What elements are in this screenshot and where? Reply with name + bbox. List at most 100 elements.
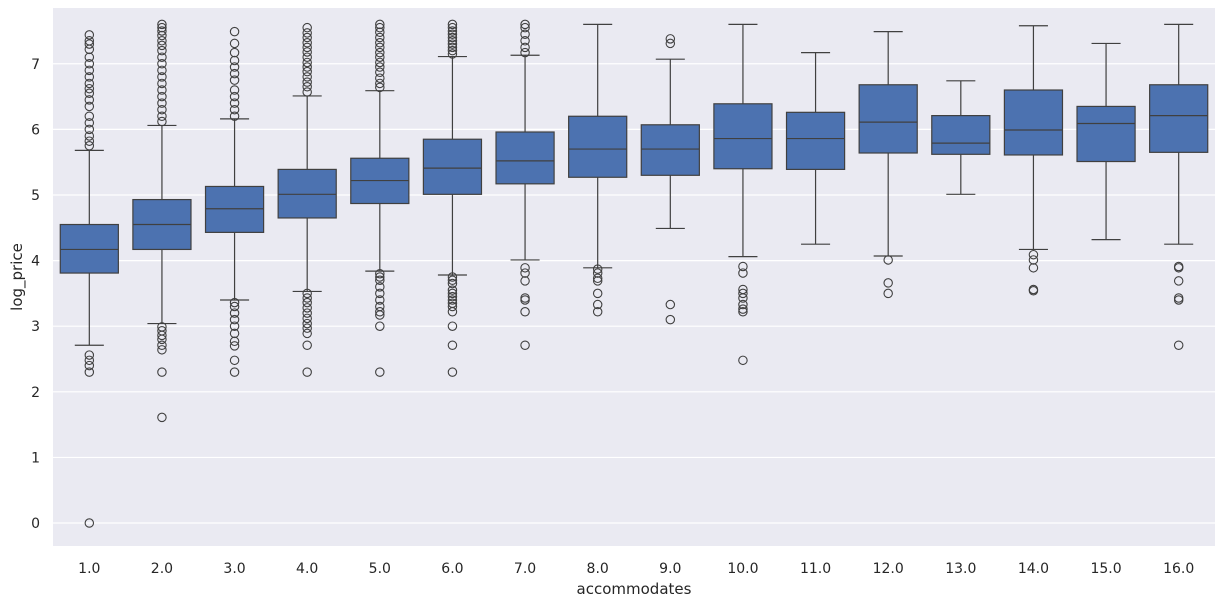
outlier-point (229, 85, 240, 95)
outlier-point (229, 111, 240, 122)
outlier-point (84, 52, 95, 62)
outlier-point (375, 73, 385, 83)
outlier-point (302, 42, 312, 53)
outlier-point (229, 321, 240, 331)
outlier-point (375, 42, 385, 53)
x-tick-label: 7.0 (514, 561, 536, 577)
outlier-point (738, 307, 748, 317)
outlier-point (592, 288, 603, 299)
outlier-point (375, 367, 385, 377)
outlier-point (84, 59, 95, 69)
outlier-point (229, 91, 240, 102)
outlier-point (84, 88, 95, 99)
outlier-point (592, 307, 603, 317)
outlier-point (1028, 286, 1039, 296)
outlier-point (375, 47, 385, 58)
outlier-point (375, 62, 385, 72)
outlier-point (84, 141, 95, 151)
outlier-point (447, 288, 458, 299)
outlier-point (302, 87, 312, 97)
y-tick-label: 0 (31, 516, 40, 532)
outlier-point (375, 275, 385, 286)
outlier-point (520, 19, 530, 30)
outlier-point (302, 72, 312, 82)
x-tick-labels: 1.0 2.0 3.0 4.0 5.0 6.0 7.0 8.0 9.0 10.0 11.0 12.0 1… (78, 561, 1194, 577)
outlier-point (447, 19, 458, 30)
outlier-point (157, 98, 167, 108)
box-group (785, 52, 846, 245)
outlier-point (302, 328, 312, 339)
outlier-point (229, 341, 240, 351)
y-tick-label: 5 (31, 188, 40, 204)
outlier-point (375, 27, 385, 38)
outlier-point (302, 28, 312, 38)
x-tick-label: 9.0 (659, 561, 681, 577)
outlier-point (447, 291, 458, 302)
outlier-point (229, 98, 240, 108)
outlier-point (157, 91, 167, 102)
outlier-point (375, 307, 385, 317)
outlier-point (157, 85, 167, 95)
x-tick-label: 10.0 (727, 561, 758, 577)
outlier-point (157, 367, 167, 377)
outlier-point (229, 104, 240, 115)
outlier-point (84, 39, 95, 49)
outlier-point (375, 295, 385, 305)
outlier-point (738, 293, 748, 303)
iqr-box (640, 124, 700, 176)
outlier-point (883, 255, 893, 265)
outlier-point (738, 288, 748, 299)
outlier-point (520, 47, 530, 58)
outlier-point (157, 345, 167, 355)
outlier-point (84, 367, 95, 377)
y-tick-labels: 0 1 2 3 4 5 6 7 (31, 57, 40, 532)
outlier-point (302, 57, 312, 68)
outlier-point (84, 72, 95, 82)
iqr-box (1149, 84, 1209, 153)
outlier-point (157, 116, 167, 127)
box-group (640, 34, 700, 325)
x-tick-label: 13.0 (945, 561, 976, 577)
box-group (1076, 42, 1136, 241)
outlier-point (84, 30, 95, 40)
outlier-point (520, 263, 530, 273)
iqr-box (858, 84, 918, 154)
iqr-box (931, 114, 991, 155)
outlier-point (302, 81, 312, 92)
iqr-box (59, 223, 119, 274)
outlier-point (592, 264, 603, 274)
y-tick-label: 1 (31, 450, 40, 466)
outlier-point (229, 336, 240, 347)
outlier-point (157, 412, 167, 423)
y-tick-label: 2 (31, 385, 40, 401)
iqr-box (277, 168, 337, 219)
box-group (350, 19, 410, 377)
outlier-point (375, 57, 385, 68)
outlier-point (447, 278, 458, 289)
outlier-point (520, 29, 530, 39)
outlier-point (229, 68, 240, 79)
outlier-point (592, 299, 603, 310)
outlier-point (1173, 263, 1184, 273)
outlier-point (375, 288, 385, 299)
outlier-point (302, 303, 312, 313)
outlier-point (1028, 263, 1039, 273)
outlier-point (229, 367, 240, 377)
outlier-point (157, 59, 167, 69)
outlier-point (84, 350, 95, 360)
x-tick-label: 2.0 (151, 561, 173, 577)
outlier-point (302, 62, 312, 72)
outlier-point (84, 65, 95, 76)
outlier-point (447, 42, 458, 53)
x-tick-label: 3.0 (223, 561, 245, 577)
outlier-point (157, 45, 167, 56)
x-tick-label: 11.0 (800, 561, 831, 577)
outlier-point (520, 307, 530, 317)
box-group (931, 80, 991, 195)
outlier-point (302, 32, 312, 43)
outlier-point (447, 285, 458, 295)
x-tick-label: 16.0 (1163, 561, 1194, 577)
outlier-point (520, 36, 530, 46)
outlier-point (84, 111, 95, 122)
